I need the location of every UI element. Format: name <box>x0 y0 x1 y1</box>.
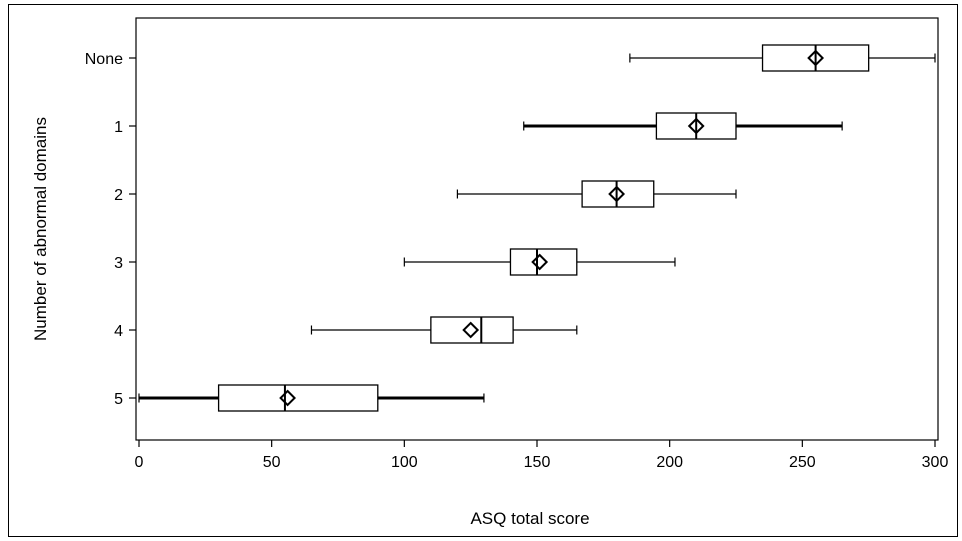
box-group-4 <box>310 316 578 344</box>
x-tick-label-0: 0 <box>135 454 144 471</box>
box-group-3 <box>403 248 676 276</box>
box-2 <box>581 180 655 208</box>
y-tick-label-5: 5 <box>114 391 123 408</box>
mean-marker-1 <box>687 117 705 135</box>
box-group-None <box>629 44 936 72</box>
plot-area <box>135 17 939 441</box>
y-tick-label-None: None <box>85 51 123 68</box>
x-tick-label-100: 100 <box>391 454 418 471</box>
box-group-2 <box>456 180 737 208</box>
y-axis-ticks: None 1 2 3 4 5 <box>85 51 136 408</box>
x-tick-label-200: 200 <box>656 454 683 471</box>
y-tick-label-1: 1 <box>114 119 123 136</box>
boxes-layer <box>138 44 936 412</box>
mean-marker-5 <box>279 389 297 407</box>
box-4 <box>430 316 514 344</box>
x-tick-label-250: 250 <box>789 454 816 471</box>
y-tick-label-3: 3 <box>114 255 123 272</box>
mean-marker-4 <box>462 321 480 339</box>
mean-marker-2 <box>608 185 626 203</box>
box-3 <box>509 248 578 276</box>
x-axis-title: ASQ total score <box>470 509 589 528</box>
box-group-1 <box>523 112 843 140</box>
mean-marker-3 <box>531 253 549 271</box>
x-axis-ticks: 0 50 100 150 200 250 300 <box>135 440 949 471</box>
box-group-5 <box>138 384 485 412</box>
mean-marker-None <box>807 49 825 67</box>
x-tick-label-150: 150 <box>524 454 551 471</box>
y-axis-title: Number of abnormal domains <box>31 117 50 341</box>
y-tick-label-2: 2 <box>114 187 123 204</box>
x-tick-label-50: 50 <box>263 454 281 471</box>
x-tick-label-300: 300 <box>922 454 949 471</box>
box-5 <box>217 384 379 412</box>
y-tick-label-4: 4 <box>114 323 123 340</box>
